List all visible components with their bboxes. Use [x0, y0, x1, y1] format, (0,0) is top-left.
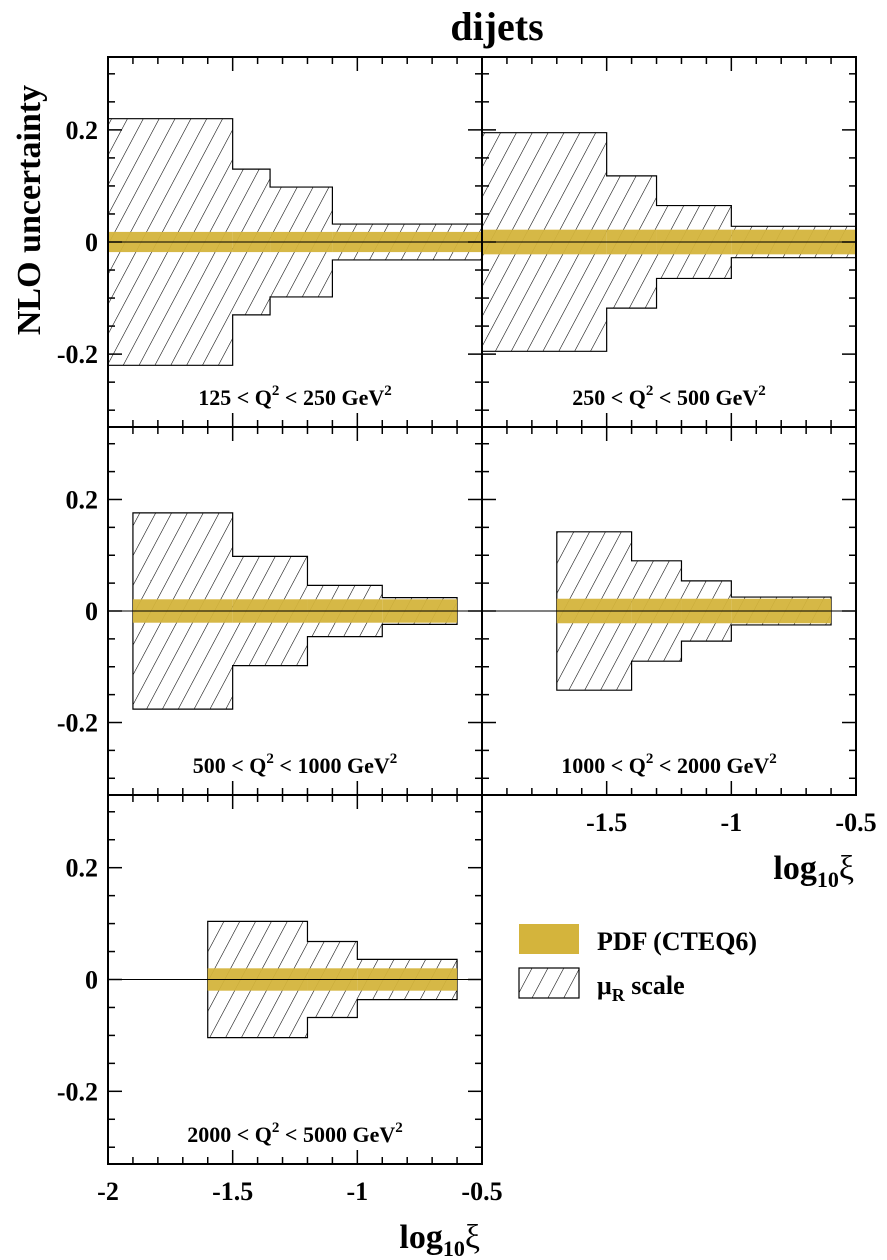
x-tick-label: -1	[346, 1177, 368, 1206]
y-tick-label: -0.2	[57, 340, 98, 369]
panel-q2-range-label: 250 < Q2 < 500 GeV2	[572, 383, 765, 410]
x-tick-label: -1	[720, 808, 742, 837]
panel-4: 1000 < Q2 < 2000 GeV2 -1.5 -1 -0.5 log10ξ	[481, 426, 877, 892]
chart-title: dijets	[450, 4, 543, 49]
legend-pdf-swatch	[519, 924, 579, 954]
y-tick-label: 0.2	[66, 854, 99, 883]
panel-q2-range-label: 125 < Q2 < 250 GeV2	[198, 383, 391, 410]
legend-scale-swatch	[518, 967, 580, 999]
y-tick-label: 0	[85, 597, 98, 626]
y-tick-label: -0.2	[57, 1077, 98, 1106]
panel-1: -0.2 0 0.2 125 < Q2 < 250 GeV2	[57, 56, 483, 428]
panel-q2-range-label: 2000 < Q2 < 5000 GeV2	[187, 1120, 402, 1147]
y-axis-label: NLO uncertainty	[11, 85, 48, 335]
x-tick-label: -1.5	[586, 808, 627, 837]
x-tick-label: -2	[97, 1177, 119, 1206]
y-tick-label: 0.2	[66, 485, 99, 514]
panel-3: -0.2 0 0.2 500 < Q2 < 1000 GeV2	[57, 426, 483, 796]
y-tick-label: -0.2	[57, 709, 98, 738]
x-tick-label: -0.5	[835, 808, 876, 837]
x-axis-label: log10ξ	[399, 1219, 480, 1260]
legend-scale-label: μR scale	[597, 971, 685, 1005]
legend-pdf-label: PDF (CTEQ6)	[597, 927, 757, 956]
y-tick-label: 0.2	[66, 116, 99, 145]
panel-q2-range-label: 1000 < Q2 < 2000 GeV2	[561, 751, 776, 778]
legend: PDF (CTEQ6) μR scale	[518, 924, 757, 1005]
panel-5: -0.2 0 0.2 2000 < Q2 < 5000 GeV2 -2 -1.5 -1 -0.…	[57, 794, 503, 1260]
x-axis-label: log10ξ	[773, 850, 854, 892]
y-tick-label: 0	[85, 228, 98, 257]
x-tick-label: -1.5	[212, 1177, 253, 1206]
panel-2: 250 < Q2 < 500 GeV2	[481, 56, 857, 428]
panel-q2-range-label: 500 < Q2 < 1000 GeV2	[193, 751, 397, 778]
x-tick-label: -0.5	[461, 1177, 502, 1206]
panels-group: -0.2 0 0.2 125 < Q2 < 250 GeV2 250 < Q2 < 50…	[57, 56, 877, 1260]
y-tick-label: 0	[85, 966, 98, 995]
